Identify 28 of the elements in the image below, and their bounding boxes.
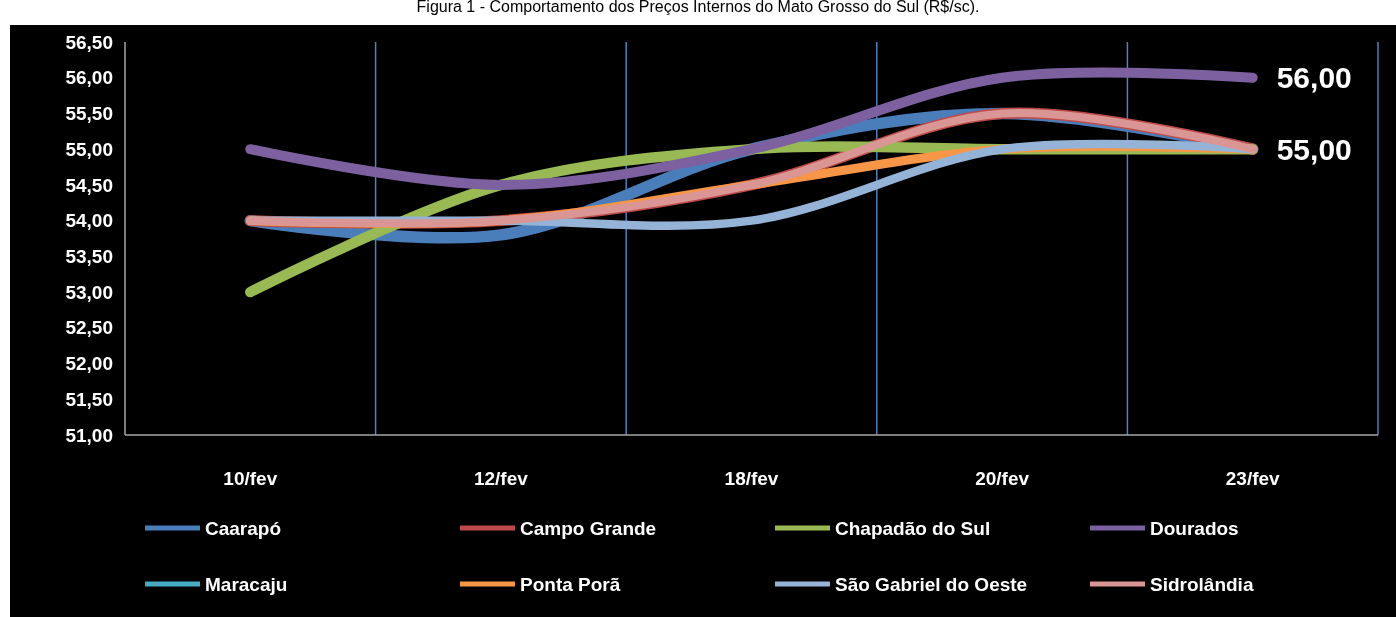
legend-label: Sidrolândia: [1150, 573, 1254, 595]
legend-label: Campo Grande: [520, 517, 657, 539]
x-tick-label: 12/fev: [473, 468, 529, 489]
y-tick-label: 55,00: [65, 138, 113, 160]
y-tick-label: 56,00: [65, 67, 113, 89]
legend-label: Caarapó: [205, 517, 282, 539]
x-tick-label: 18/fev: [724, 468, 779, 489]
legend-label: Dourados: [1150, 517, 1239, 539]
annotation: 55,00: [1276, 132, 1352, 166]
y-tick-label: 55,50: [65, 103, 113, 125]
x-tick-label: 20/fev: [975, 468, 1030, 489]
legend-label: Ponta Porã: [520, 573, 621, 595]
y-tick-label: 54,00: [65, 210, 113, 232]
y-tick-label: 51,50: [65, 388, 113, 410]
y-tick-label: 54,50: [65, 174, 113, 196]
y-tick-label: 51,00: [65, 424, 113, 446]
chart-title: Figura 1 - Comportamento dos Preços Internos do Mato Grosso do Sul (R$/sc).: [416, 0, 980, 15]
legend-label: São Gabriel do Oeste: [835, 573, 1028, 595]
y-tick-label: 52,50: [65, 317, 113, 339]
legend-label: Chapadão do Sul: [835, 517, 991, 539]
y-tick-label: 52,00: [65, 353, 113, 375]
y-tick-label: 53,00: [65, 281, 113, 303]
x-tick-label: 10/fev: [223, 468, 278, 489]
x-tick-label: 23/fev: [1225, 468, 1281, 489]
y-tick-label: 53,50: [65, 246, 113, 268]
annotation: 56,00: [1276, 61, 1352, 95]
y-tick-label: 56,50: [65, 31, 113, 53]
legend-label: Maracaju: [205, 573, 288, 595]
